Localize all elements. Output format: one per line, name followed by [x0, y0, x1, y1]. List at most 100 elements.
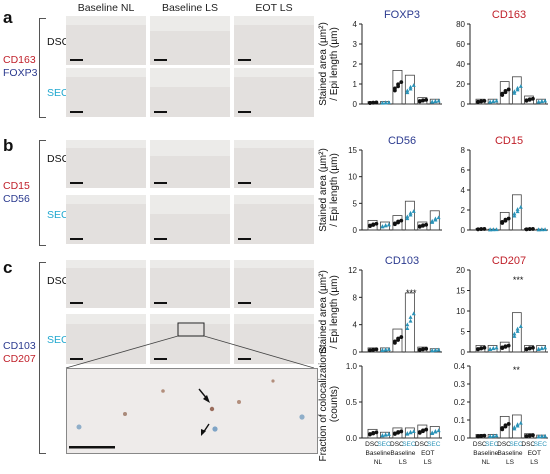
- bar: [404, 292, 415, 353]
- data-point: [421, 223, 425, 228]
- data-point: [515, 326, 520, 331]
- y-tick-label: 3: [353, 40, 358, 49]
- y-tick-label: 20: [456, 266, 465, 275]
- data-point: [536, 434, 541, 439]
- histology-image: [66, 16, 146, 65]
- bar: [392, 328, 403, 353]
- data-point: [421, 428, 425, 433]
- data-point: [374, 221, 379, 226]
- data-point: [503, 88, 508, 93]
- x-group-label: Baseline: [473, 450, 498, 457]
- chart-title: FOXP3: [384, 9, 420, 21]
- column-header-eot-ls: EOT LS: [255, 2, 293, 14]
- x-label-dsc: DSC: [497, 441, 511, 448]
- y-tick-label: 0: [353, 348, 358, 357]
- data-point: [368, 348, 372, 353]
- data-point: [380, 100, 385, 105]
- x-label-sec: SEC: [534, 441, 548, 448]
- y-tick-label: 0: [461, 348, 466, 357]
- x-label-dsc: DSC: [365, 441, 379, 448]
- x-group-label: LS: [399, 459, 408, 466]
- data-point: [531, 433, 535, 438]
- y-tick-label: 1.0: [346, 362, 358, 371]
- data-point: [399, 335, 404, 339]
- data-point: [386, 100, 391, 105]
- data-point: [503, 423, 508, 428]
- data-point: [421, 347, 425, 352]
- data-point: [539, 227, 544, 232]
- y-tick-label: 15: [348, 146, 357, 155]
- data-point: [424, 427, 429, 432]
- y-tick-label: 0.2: [454, 398, 466, 407]
- data-point: [408, 210, 413, 215]
- data-point: [518, 84, 523, 88]
- data-point: [405, 214, 410, 219]
- y-tick-label: 0: [461, 226, 466, 235]
- y-tick-label: 1: [353, 80, 358, 89]
- data-point: [512, 213, 517, 218]
- significance-label: ***: [406, 288, 417, 298]
- data-point: [506, 343, 511, 348]
- data-point: [512, 334, 517, 338]
- data-point: [392, 221, 397, 226]
- data-point: [408, 84, 413, 89]
- data-point: [536, 99, 541, 104]
- data-point: [491, 227, 496, 232]
- data-point: [421, 98, 425, 103]
- data-point: [374, 100, 379, 105]
- x-group-label: NL: [374, 459, 383, 466]
- data-point: [515, 329, 520, 333]
- x-group-label: EOT: [421, 450, 434, 457]
- marker-label-cd163: CD163: [3, 54, 36, 66]
- data-point: [488, 434, 493, 438]
- chart-title: CD15: [495, 135, 523, 147]
- data-point: [494, 98, 499, 103]
- bar: [404, 200, 415, 231]
- data-point: [543, 227, 548, 232]
- zoom-indicator: [65, 322, 315, 369]
- data-point: [430, 348, 435, 353]
- data-point: [503, 217, 508, 222]
- data-point: [371, 431, 376, 435]
- bar: [429, 426, 440, 439]
- data-point: [411, 209, 416, 213]
- data-point: [417, 430, 422, 434]
- histology-image: [234, 16, 314, 65]
- data-point: [500, 219, 505, 224]
- y-tick-label: 2: [461, 206, 466, 215]
- histology-image: [150, 195, 230, 244]
- data-point: [482, 98, 487, 103]
- data-point: [524, 98, 529, 103]
- data-point: [430, 99, 435, 104]
- data-point: [396, 219, 400, 224]
- data-point: [515, 422, 520, 427]
- bar: [511, 414, 522, 439]
- bar: [499, 81, 510, 105]
- data-point: [405, 326, 410, 330]
- data-point: [411, 429, 416, 434]
- data-point: [531, 96, 535, 101]
- data-point: [482, 433, 487, 438]
- data-point: [518, 324, 523, 329]
- data-point: [386, 432, 391, 436]
- histology-image: [150, 16, 230, 65]
- data-point: [488, 99, 493, 104]
- data-point: [512, 89, 517, 94]
- data-point: [531, 227, 535, 231]
- data-point: [383, 347, 388, 352]
- data-point: [380, 347, 385, 352]
- data-point: [494, 227, 499, 232]
- y-axis-label-line: / Epi length (µm): [329, 275, 340, 349]
- arrow-icon: [198, 388, 210, 403]
- data-point: [399, 429, 404, 434]
- data-point: [374, 347, 379, 352]
- arrow-icon: [201, 423, 210, 436]
- data-point: [543, 433, 548, 438]
- y-tick-label: 8: [353, 293, 358, 302]
- column-header-baseline-ls: Baseline LS: [161, 2, 219, 14]
- data-point: [433, 347, 438, 352]
- x-group-label: EOT: [528, 450, 541, 457]
- data-point: [500, 91, 505, 96]
- y-axis-label: Stained area (µm²)/ Epi length (µm): [318, 270, 340, 354]
- data-point: [500, 345, 505, 350]
